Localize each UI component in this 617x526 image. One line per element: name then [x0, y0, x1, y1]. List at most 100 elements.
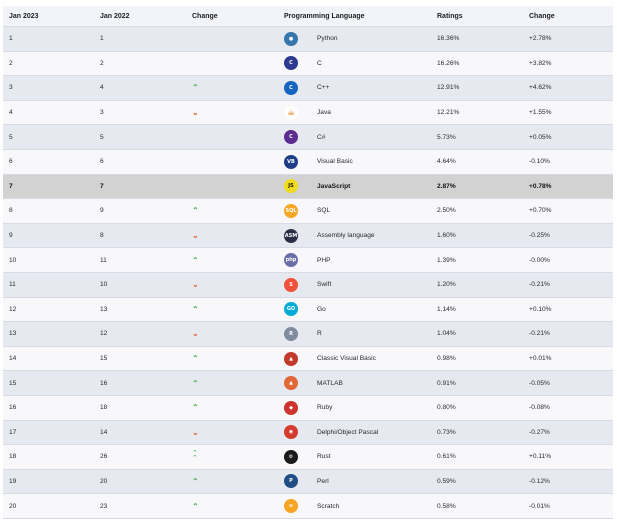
language-name[interactable]: Scratch — [317, 502, 340, 510]
change-indicator-cell: ⌄ — [186, 321, 278, 347]
language-entry: ≡ Scratch — [284, 499, 431, 514]
language-name[interactable]: Ruby — [317, 404, 333, 412]
language-name[interactable]: C++ — [317, 84, 330, 92]
table-row: 15 16 ⌃ ▲ MATLAB 0.91% -0.05% — [3, 370, 613, 396]
change-indicator-cell: ⌄ — [186, 272, 278, 298]
ruby-icon: ◆ — [284, 400, 298, 415]
language-name[interactable]: Assembly language — [317, 232, 375, 240]
header-jan-2023[interactable]: Jan 2023 — [3, 6, 94, 27]
rating-change-cell: -0.25% — [523, 223, 613, 249]
language-name[interactable]: Visual Basic — [317, 158, 353, 166]
arrow-up-icon: ⌃ — [192, 501, 199, 511]
rank-2023-cell: 14 — [3, 346, 94, 372]
table-body: 1 1 ● Python 16.36% +2.78% 2 2 C C 16.26% +3.82% 3 4 ⌃… — [3, 26, 613, 519]
language-entry: ⚙ Rust — [284, 449, 431, 464]
rank-2022-cell: 7 — [94, 174, 186, 200]
table-row: 20 23 ⌃ ≡ Scratch 0.58% -0.01% — [3, 493, 613, 519]
language-name[interactable]: PHP — [317, 256, 331, 264]
rating-cell: 12.91% — [431, 75, 523, 101]
language-cell: C C# — [278, 124, 431, 150]
rank-2023-cell: 17 — [3, 420, 94, 446]
table-row: 18 26 ⌃ ⌃ ⚙ Rust 0.61% +0.11% — [3, 444, 613, 470]
change-indicator-cell — [186, 174, 278, 200]
language-entry: ◉ Delphi/Object Pascal — [284, 425, 431, 440]
arrow-down-icon: ⌄ — [192, 231, 199, 241]
rank-2022-cell: 4 — [94, 75, 186, 101]
rating-change-cell: +0.10% — [523, 297, 613, 323]
rank-2023-cell: 8 — [3, 198, 94, 224]
language-entry: ● Python — [284, 31, 431, 46]
arrow-up-icon: ⌃ — [192, 83, 199, 93]
rank-2023-cell: 6 — [3, 149, 94, 175]
rating-cell: 2.50% — [431, 198, 523, 224]
header-rating-change[interactable]: Change — [523, 6, 613, 27]
language-cell: ▲ Classic Visual Basic — [278, 346, 431, 372]
change-indicator-cell — [186, 26, 278, 52]
rating-change-cell: +0.70% — [523, 198, 613, 224]
cpp-icon: C — [284, 80, 298, 95]
language-name[interactable]: MATLAB — [317, 379, 343, 387]
header-jan-2022[interactable]: Jan 2022 — [94, 6, 186, 27]
rank-2022-cell: 18 — [94, 395, 186, 421]
language-name[interactable]: SQL — [317, 207, 331, 215]
language-cell: ◉ Delphi/Object Pascal — [278, 420, 431, 446]
php-icon: php — [284, 253, 298, 268]
language-name[interactable]: Swift — [317, 281, 332, 289]
rank-2023-cell: 12 — [3, 297, 94, 323]
arrow-up-icon: ⌃ — [192, 476, 199, 486]
table-row: 6 6 VB Visual Basic 4.64% -0.10% — [3, 149, 613, 175]
visual-basic-icon: VB — [284, 154, 298, 169]
language-name[interactable]: Perl — [317, 477, 329, 485]
language-name[interactable]: C — [317, 59, 322, 67]
language-name[interactable]: Go — [317, 305, 326, 313]
language-cell: ≡ Scratch — [278, 493, 431, 519]
language-name[interactable]: JavaScript — [317, 182, 351, 190]
rating-change-cell: -0.21% — [523, 321, 613, 347]
language-name[interactable]: R — [317, 330, 322, 338]
rank-2022-cell: 11 — [94, 247, 186, 273]
rank-2023-cell: 10 — [3, 247, 94, 273]
language-entry: GO Go — [284, 302, 431, 317]
rating-cell: 1.60% — [431, 223, 523, 249]
swift-icon: S — [284, 277, 298, 292]
change-indicator-cell — [186, 51, 278, 77]
language-name[interactable]: C# — [317, 133, 326, 141]
header-programming-language[interactable]: Programming Language — [278, 6, 431, 27]
arrow-up-icon: ⌃ — [192, 206, 199, 216]
rank-2023-cell: 4 — [3, 100, 94, 126]
rank-2022-cell: 3 — [94, 100, 186, 126]
c-icon: C — [284, 56, 298, 71]
classic-vb-icon: ▲ — [284, 351, 298, 366]
table-row: 13 12 ⌄ R R 1.04% -0.21% — [3, 321, 613, 347]
change-indicator-cell: ⌃ — [186, 395, 278, 421]
arrow-down-icon: ⌄ — [192, 280, 199, 290]
rank-2023-cell: 5 — [3, 124, 94, 150]
rank-2023-cell: 7 — [3, 174, 94, 200]
rank-2023-cell: 15 — [3, 370, 94, 396]
language-entry: ▲ MATLAB — [284, 376, 431, 391]
arrow-down-icon: ⌄ — [192, 427, 199, 437]
language-name[interactable]: Rust — [317, 453, 331, 461]
arrow-up-icon: ⌃ — [192, 378, 199, 388]
table-row: 11 10 ⌄ S Swift 1.20% -0.21% — [3, 272, 613, 298]
header-change[interactable]: Change — [186, 6, 278, 27]
language-cell: ⚙ Rust — [278, 444, 431, 470]
language-name[interactable]: Classic Visual Basic — [317, 355, 376, 363]
matlab-icon: ▲ — [284, 376, 298, 391]
csharp-icon: C — [284, 130, 298, 145]
language-entry: ◆ Ruby — [284, 400, 431, 415]
language-name[interactable]: Java — [317, 109, 331, 117]
rating-cell: 0.80% — [431, 395, 523, 421]
rank-2022-cell: 23 — [94, 493, 186, 519]
language-name[interactable]: Python — [317, 35, 338, 43]
double-arrow-up-icon: ⌃ ⌃ — [192, 450, 198, 463]
arrow-up-icon: ⌃ — [192, 255, 199, 265]
language-cell: GO Go — [278, 297, 431, 323]
language-name[interactable]: Delphi/Object Pascal — [317, 428, 379, 436]
assembly-icon: ASM — [284, 228, 298, 243]
header-ratings[interactable]: Ratings — [431, 6, 523, 27]
rating-cell: 0.58% — [431, 493, 523, 519]
